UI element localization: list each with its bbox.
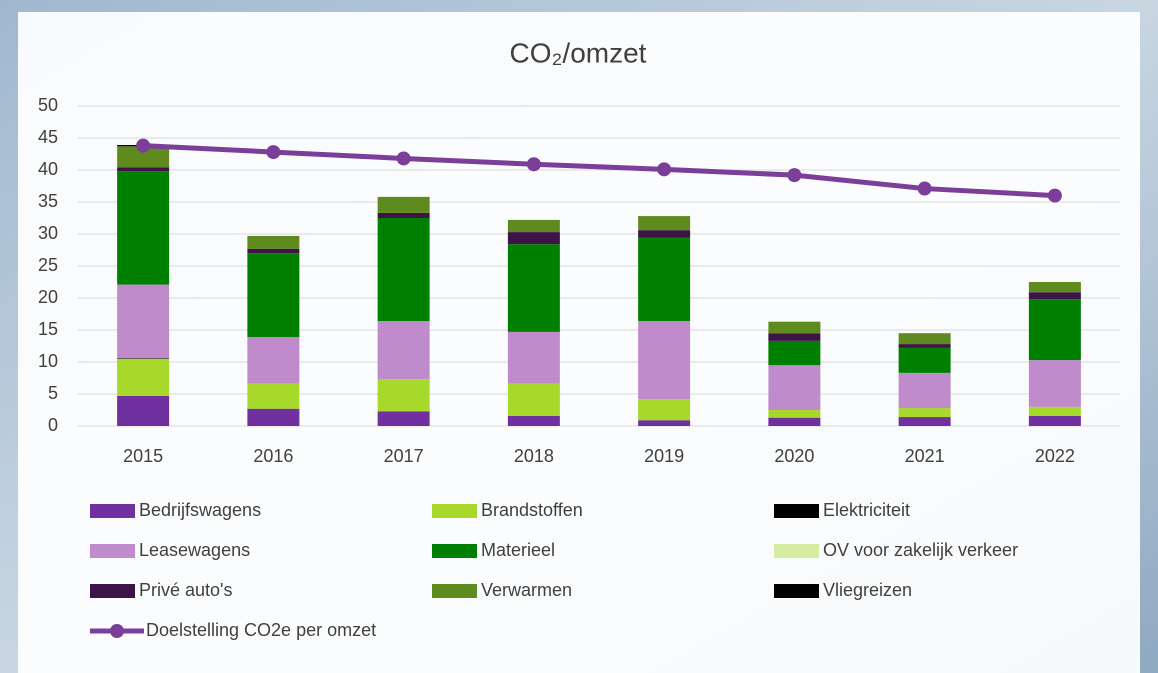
bar-segment [1029,360,1081,407]
bar-segment [378,197,430,213]
legend-swatch [432,504,477,518]
bar-segment [768,365,820,410]
bar-segment [247,249,299,253]
y-tick-label: 5 [48,383,58,403]
y-tick-label: 0 [48,415,58,435]
bar-segment [117,285,169,359]
bar-segment [1029,292,1081,299]
bar-segment [638,321,690,399]
legend-marker [110,624,124,638]
legend-label: Leasewagens [139,540,250,560]
bar-segment [247,236,299,249]
legend-swatch [90,544,135,558]
bar-segment [117,171,169,284]
y-tick-label: 50 [38,95,58,115]
x-tick-label: 2019 [644,446,684,466]
y-tick-label: 15 [38,319,58,339]
legend-swatch [774,544,819,558]
y-tick-label: 30 [38,223,58,243]
legend-swatch [432,584,477,598]
bar-segment [508,384,560,416]
x-tick-label: 2022 [1035,446,1075,466]
bar-segment [899,333,951,344]
x-tick-label: 2018 [514,446,554,466]
chart-panel [18,12,1140,673]
bar-segment [768,333,820,341]
y-tick-label: 25 [38,255,58,275]
bar-segment [899,348,951,373]
bar-segment [117,359,169,396]
y-tick-label: 35 [38,191,58,211]
bar-segment [638,420,690,426]
legend-label: Brandstoffen [481,500,583,520]
bar-segment [768,410,820,418]
bar-segment [508,244,560,332]
bar-segment [768,341,820,365]
x-tick-label: 2015 [123,446,163,466]
bar-segment [117,167,169,171]
legend-swatch [432,544,477,558]
bar-segment [117,396,169,426]
bar-segment [378,411,430,426]
bar-segment [768,418,820,426]
bar-segment [638,230,690,238]
y-tick-label: 10 [38,351,58,371]
bar-segment [899,408,951,417]
line-marker [397,151,411,165]
bar-segment [1029,299,1081,360]
legend-label: OV voor zakelijk verkeer [823,540,1018,560]
legend-swatch [90,504,135,518]
page: CO₂/omzet 0 5 10 15 20 25 30 35 40 45 50 2015 2016 20… [0,0,1158,673]
bar-segment [508,416,560,426]
line-marker [527,157,541,171]
legend-label: Materieel [481,540,555,560]
legend-label: Privé auto's [139,580,232,600]
legend-swatch [774,504,819,518]
line-marker [266,145,280,159]
x-tick-label: 2020 [774,446,814,466]
legend-label: Doelstelling CO2e per omzet [146,620,376,640]
bar-segment [638,216,690,230]
bar-segment [768,322,820,334]
legend-label: Vliegreizen [823,580,912,600]
bar-segment [508,332,560,384]
legend-swatch [774,584,819,598]
bar-segment [899,373,951,408]
line-marker [918,182,932,196]
line-marker [787,168,801,182]
bar-segment [378,321,430,379]
legend-label: Verwarmen [481,580,572,600]
legend-label: Bedrijfswagens [139,500,261,520]
y-tick-label: 45 [38,127,58,147]
x-tick-label: 2016 [253,446,293,466]
line-marker [657,162,671,176]
bar-segment [638,399,690,420]
bar-segment [638,238,690,321]
line-marker [1048,189,1062,203]
chart: CO₂/omzet 0 5 10 15 20 25 30 35 40 45 50 2015 2016 20… [0,0,1158,673]
bar-segment [508,232,560,244]
y-tick-label: 20 [38,287,58,307]
bar-segment [378,218,430,321]
bar-segment [378,379,430,411]
x-tick-label: 2017 [384,446,424,466]
chart-title: CO₂/omzet [510,37,647,68]
bar-segment [247,409,299,426]
bar-segment [1029,416,1081,426]
bar-segment [378,213,430,218]
bar-segment [1029,282,1081,292]
bar-segment [247,384,299,409]
x-tick-label: 2021 [905,446,945,466]
legend-label: Elektriciteit [823,500,910,520]
bar-segment [1029,407,1081,416]
line-marker [136,139,150,153]
bar-segment [899,344,951,348]
bar-segment [899,417,951,426]
bar-segment [117,358,169,359]
bar-segment [508,220,560,232]
y-tick-label: 40 [38,159,58,179]
bar-segment [247,337,299,384]
legend-swatch [90,584,135,598]
bar-segment [247,253,299,337]
